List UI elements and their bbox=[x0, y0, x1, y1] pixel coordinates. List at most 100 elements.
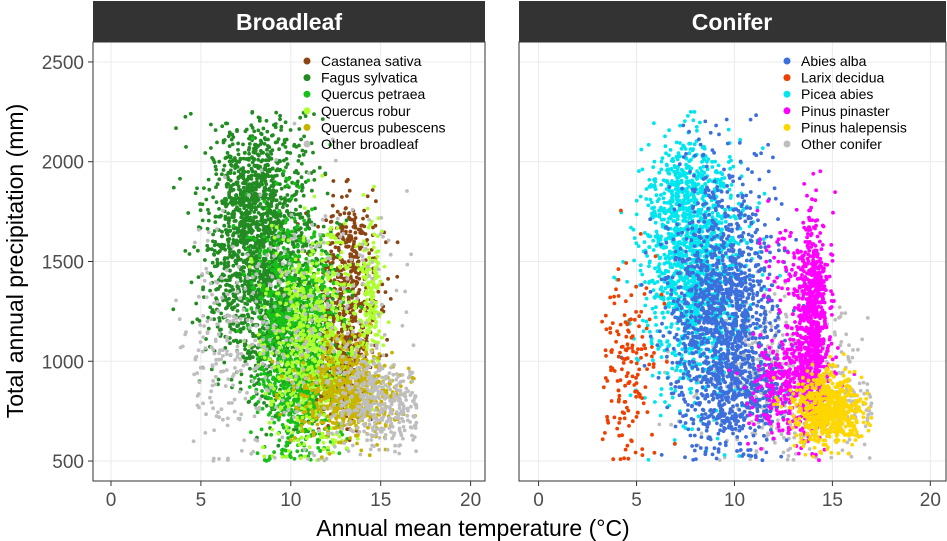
data-point bbox=[285, 203, 289, 208]
data-point bbox=[325, 325, 330, 330]
data-point bbox=[189, 280, 194, 285]
data-point bbox=[284, 298, 289, 303]
data-point bbox=[380, 282, 385, 287]
data-point bbox=[325, 296, 330, 300]
data-point bbox=[171, 307, 176, 312]
data-point bbox=[226, 240, 231, 245]
data-point bbox=[320, 282, 324, 287]
data-point bbox=[303, 149, 308, 154]
data-point bbox=[318, 340, 322, 345]
data-point bbox=[265, 268, 270, 273]
data-point bbox=[320, 275, 325, 279]
data-point bbox=[212, 243, 217, 248]
data-point bbox=[279, 360, 283, 364]
data-point bbox=[270, 351, 275, 355]
data-point bbox=[344, 225, 349, 229]
data-point bbox=[226, 211, 231, 216]
data-point bbox=[215, 182, 220, 187]
data-point bbox=[271, 195, 275, 200]
data-point bbox=[299, 175, 304, 180]
data-point bbox=[312, 169, 316, 174]
data-point bbox=[365, 341, 370, 346]
data-point bbox=[303, 227, 308, 232]
data-point bbox=[328, 315, 332, 320]
data-point bbox=[225, 184, 229, 189]
data-point bbox=[188, 111, 193, 116]
data-point bbox=[298, 226, 303, 231]
data-point bbox=[228, 268, 232, 273]
data-point bbox=[357, 276, 362, 281]
data-point bbox=[227, 159, 232, 164]
data-point bbox=[243, 222, 248, 227]
data-point bbox=[274, 110, 279, 115]
data-point bbox=[339, 250, 344, 255]
data-point bbox=[257, 119, 262, 123]
data-point bbox=[366, 328, 370, 332]
data-point bbox=[225, 256, 230, 260]
data-point bbox=[274, 189, 279, 194]
data-point bbox=[184, 145, 188, 149]
data-point bbox=[300, 263, 305, 268]
data-point bbox=[231, 241, 235, 246]
data-point bbox=[278, 390, 282, 395]
data-point bbox=[297, 371, 302, 376]
data-point bbox=[236, 226, 241, 231]
data-point bbox=[252, 129, 257, 134]
data-point bbox=[350, 293, 355, 298]
data-point bbox=[209, 146, 213, 150]
data-point bbox=[226, 278, 231, 283]
data-point bbox=[231, 187, 236, 192]
data-point bbox=[316, 446, 321, 450]
data-point bbox=[221, 138, 226, 143]
data-point bbox=[261, 126, 266, 131]
data-point bbox=[225, 228, 229, 233]
data-point bbox=[228, 250, 232, 254]
data-point bbox=[247, 142, 252, 146]
data-point bbox=[258, 283, 262, 288]
data-point bbox=[230, 215, 235, 220]
data-point bbox=[321, 224, 326, 229]
data-point bbox=[251, 355, 255, 359]
data-point bbox=[286, 343, 291, 348]
data-point bbox=[302, 134, 306, 139]
data-point bbox=[229, 306, 234, 310]
data-point bbox=[300, 188, 304, 193]
data-point bbox=[284, 301, 289, 306]
data-point bbox=[262, 142, 267, 146]
data-point bbox=[249, 259, 254, 264]
data-point bbox=[270, 427, 275, 432]
data-point bbox=[388, 297, 393, 301]
data-point bbox=[261, 272, 266, 277]
data-point bbox=[254, 185, 258, 189]
data-point bbox=[262, 305, 267, 309]
data-point bbox=[343, 290, 347, 294]
data-point bbox=[193, 191, 198, 196]
data-point bbox=[241, 185, 246, 190]
data-point bbox=[232, 171, 237, 176]
data-point bbox=[310, 248, 315, 253]
data-point bbox=[293, 305, 298, 309]
data-point bbox=[334, 309, 339, 313]
data-point bbox=[321, 447, 326, 452]
data-point bbox=[266, 169, 270, 174]
data-point bbox=[375, 332, 380, 337]
data-point bbox=[269, 192, 273, 197]
data-point bbox=[349, 269, 353, 274]
data-point bbox=[302, 333, 307, 337]
data-point bbox=[194, 301, 199, 306]
data-point bbox=[293, 321, 298, 325]
data-point bbox=[243, 129, 248, 134]
data-point bbox=[373, 340, 377, 344]
data-point bbox=[282, 138, 287, 142]
data-point bbox=[309, 253, 313, 257]
data-point bbox=[294, 244, 299, 248]
data-point bbox=[226, 171, 231, 176]
data-point bbox=[206, 177, 211, 182]
data-point bbox=[228, 228, 233, 233]
data-point bbox=[353, 224, 358, 228]
data-point bbox=[346, 351, 350, 356]
data-point bbox=[254, 192, 258, 197]
data-point bbox=[376, 249, 381, 254]
data-point bbox=[310, 241, 315, 246]
data-point bbox=[278, 322, 283, 326]
